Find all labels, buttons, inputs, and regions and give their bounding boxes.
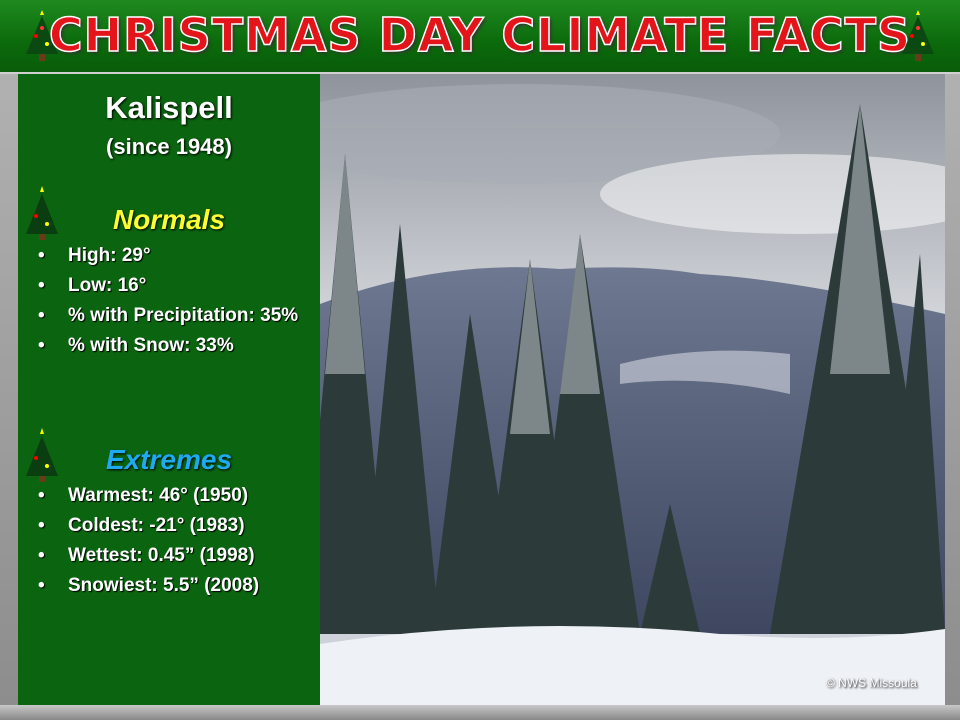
info-panel: Kalispell (since 1948) Normals High: 29°… bbox=[18, 74, 320, 705]
title: CHRISTMAS DAY CLIMATE FACTS bbox=[48, 7, 912, 63]
section-title: Normals bbox=[112, 204, 226, 235]
list-item: Low: 16° bbox=[38, 272, 308, 299]
list-item: Wettest: 0.45” (1998) bbox=[38, 542, 308, 569]
list-item: % with Snow: 33% bbox=[38, 332, 308, 359]
list-item: Warmest: 46° (1950) bbox=[38, 482, 308, 509]
footer-bar bbox=[0, 705, 960, 720]
list: High: 29° Low: 16° % with Precipitation:… bbox=[18, 242, 308, 362]
list-item: High: 29° bbox=[38, 242, 308, 269]
photo bbox=[320, 74, 945, 705]
header: CHRISTMAS DAY CLIMATE FACTS bbox=[0, 0, 960, 74]
list-item: Snowiest: 5.5” (2008) bbox=[38, 572, 308, 599]
tree-icon bbox=[26, 186, 58, 240]
list: Warmest: 46° (1950) Coldest: -21° (1983)… bbox=[18, 482, 308, 602]
tree-icon bbox=[26, 10, 58, 61]
list-item: % with Precipitation: 35% bbox=[38, 302, 308, 329]
location: Kalispell bbox=[105, 90, 233, 125]
section-title: Extremes bbox=[105, 444, 233, 475]
photo-credit: © NWS Missoula bbox=[826, 676, 917, 690]
list-item: Coldest: -21° (1983) bbox=[38, 512, 308, 539]
since: (since 1948) bbox=[106, 134, 232, 159]
tree-icon bbox=[26, 428, 58, 482]
tree-icon bbox=[902, 10, 934, 61]
